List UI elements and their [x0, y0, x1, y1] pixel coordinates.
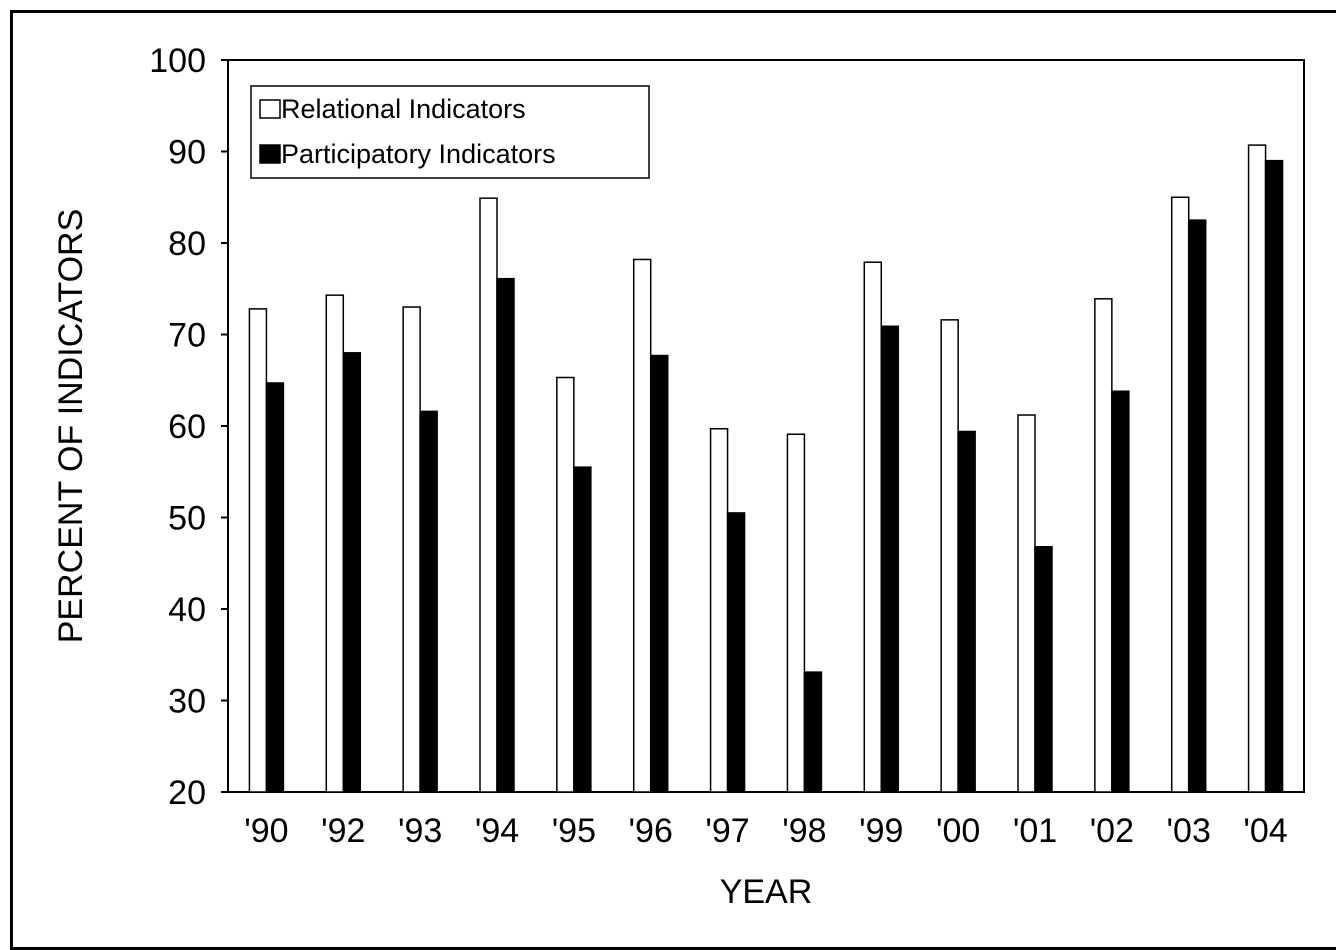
bar-relational [786, 433, 806, 793]
bar-relational [632, 258, 652, 793]
bar-relational [1094, 298, 1113, 793]
x-axis-label: YEAR [720, 873, 813, 911]
bar-relational [863, 261, 883, 793]
bar-participatory [1264, 159, 1284, 793]
x-tick-label: '96 [629, 812, 673, 850]
y-tick-label: 40 [168, 591, 206, 629]
bar-series [248, 144, 1284, 793]
x-tick-label: '97 [705, 812, 749, 850]
legend-box [250, 85, 650, 179]
bar-participatory [649, 354, 669, 793]
bar-relational [709, 427, 729, 793]
bar-participatory [496, 277, 515, 793]
x-tick-label: '95 [552, 812, 596, 850]
x-tick-label: '01 [1013, 812, 1057, 850]
x-tick-label: '92 [321, 812, 365, 850]
y-tick-label: 80 [168, 225, 206, 263]
bar-relational [479, 197, 498, 793]
bar-participatory [419, 410, 438, 793]
x-tick-label: '00 [936, 812, 980, 850]
bar-participatory [342, 352, 362, 793]
bar-participatory [803, 671, 823, 793]
bar-relational [402, 306, 421, 793]
x-tick-label: '03 [1167, 812, 1211, 850]
legend-swatch-relational [259, 99, 281, 119]
y-axis: 20 30 40 50 60 70 80 90 100 [149, 42, 228, 812]
legend-label-relational: Relational Indicators [281, 94, 526, 124]
bar-participatory [726, 512, 746, 793]
x-tick-label: '94 [475, 812, 519, 850]
bar-relational [556, 376, 575, 793]
y-axis-label: PERCENT OF INDICATORS [52, 209, 90, 644]
bar-relational [1017, 414, 1036, 793]
x-tick-label: '98 [782, 812, 826, 850]
bar-relational [1170, 196, 1190, 793]
bar-participatory [880, 325, 900, 793]
bar-participatory [265, 382, 285, 793]
y-tick-label: 30 [168, 683, 206, 721]
y-tick-label: 50 [168, 500, 206, 538]
legend-swatch-participatory [259, 144, 281, 164]
bar-participatory [1111, 390, 1130, 793]
y-tick-label: 60 [168, 408, 206, 446]
bar-relational [248, 308, 268, 793]
bar-relational [325, 294, 345, 793]
legend: Relational Indicators Participatory Indi… [250, 85, 650, 179]
y-tick-label: 100 [149, 42, 206, 80]
y-tick-label: 20 [168, 774, 206, 812]
bar-relational [1247, 144, 1267, 793]
x-axis: '90 '92 '93 '94 '95 '96 '97 '98 '99 '00 '01 '02 '03 '… [244, 812, 1287, 850]
x-tick-label: '02 [1090, 812, 1134, 850]
x-tick-label: '90 [244, 812, 288, 850]
bar-participatory [957, 430, 976, 793]
x-tick-label: '04 [1243, 812, 1287, 850]
y-tick-label: 90 [168, 134, 206, 172]
bar-participatory [1187, 219, 1207, 793]
legend-label-participatory: Participatory Indicators [281, 139, 556, 169]
bar-participatory [573, 466, 592, 793]
bar-participatory [1034, 546, 1053, 793]
bar-relational [940, 319, 959, 793]
x-tick-label: '93 [398, 812, 442, 850]
y-tick-label: 70 [168, 317, 206, 355]
x-tick-label: '99 [859, 812, 903, 850]
